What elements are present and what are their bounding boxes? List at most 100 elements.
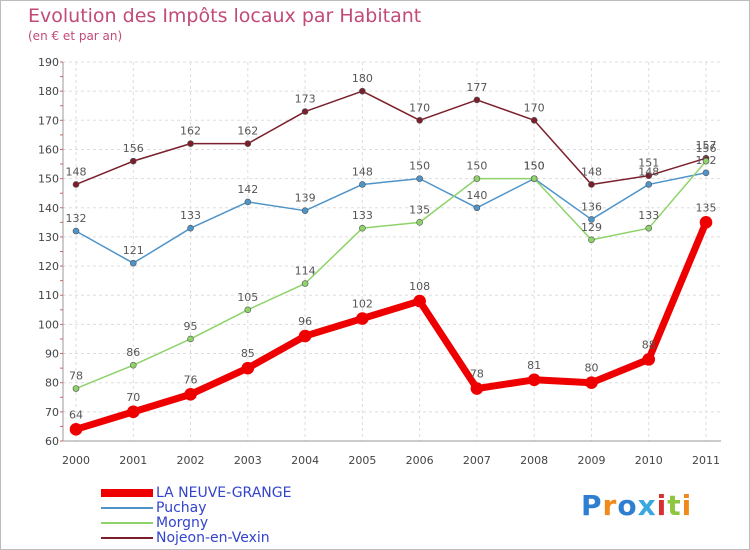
data-point (645, 172, 653, 179)
data-label: 114 (295, 265, 316, 278)
data-point (588, 181, 595, 188)
data-label: 148 (581, 165, 602, 178)
data-label: 139 (295, 192, 316, 205)
legend-item-la-neuve-grange[interactable]: LA NEUVE-GRANGE (101, 485, 361, 501)
data-label: 177 (466, 81, 487, 94)
logo-letter: P (581, 489, 603, 522)
data-point (413, 294, 426, 308)
data-label: 162 (237, 125, 258, 138)
data-label: 78 (69, 370, 83, 383)
data-point (129, 361, 137, 369)
x-tick-label: 2002 (177, 454, 205, 467)
data-point (187, 224, 194, 232)
legend-label: Nojeon-en-Vexin (156, 530, 270, 546)
data-label: 70 (126, 391, 140, 404)
data-point (129, 259, 137, 267)
x-tick-label: 2011 (692, 454, 720, 467)
data-label: 76 (184, 373, 198, 386)
data-point (473, 96, 481, 104)
data-point (359, 224, 366, 232)
data-point (129, 157, 137, 165)
data-point (359, 87, 366, 95)
data-label: 140 (466, 189, 487, 202)
data-point (301, 207, 309, 214)
y-tick-label: 60 (45, 435, 59, 448)
y-tick-label: 120 (38, 260, 59, 273)
data-point (699, 216, 713, 229)
data-label: 162 (180, 125, 201, 138)
data-point (702, 169, 710, 177)
legend-label: Puchay (156, 500, 207, 516)
y-tick-label: 90 (45, 348, 59, 361)
x-tick-label: 2009 (577, 454, 605, 467)
data-label: 156 (123, 142, 144, 155)
y-tick-label: 130 (38, 231, 59, 244)
data-label: 170 (409, 101, 430, 114)
legend-item-nojeon-en-vexin[interactable]: Nojeon-en-Vexin (101, 530, 361, 546)
data-label: 157 (696, 139, 717, 152)
legend-swatch (101, 507, 153, 509)
y-tick-label: 140 (38, 202, 59, 215)
x-tick-label: 2000 (62, 454, 90, 467)
chart-subtitle: (en € et par an) (28, 29, 123, 43)
line-chart: 60 70 80 90 100 110 120 130 140 150 160 170 180 190 20… (38, 56, 721, 467)
x-tick-label: 2008 (520, 454, 548, 467)
data-label: 132 (66, 212, 87, 225)
data-point (72, 385, 80, 392)
plot-area (63, 62, 721, 441)
x-tick-label: 2006 (406, 454, 434, 467)
data-point (702, 157, 710, 165)
logo-letter: t (667, 489, 682, 522)
y-tick-label: 80 (45, 377, 59, 390)
data-point (298, 329, 312, 343)
x-tick-label: 2007 (463, 454, 491, 467)
data-label: 173 (295, 93, 316, 106)
x-tick-label: 2003 (234, 454, 262, 467)
data-label: 108 (409, 280, 430, 293)
logo-letter: i (681, 489, 693, 522)
y-tick-label: 170 (38, 114, 59, 127)
data-point (530, 117, 538, 124)
data-label: 148 (352, 165, 373, 178)
y-tick-label: 150 (38, 173, 59, 186)
x-tick-label: 2005 (348, 454, 376, 467)
y-tick-label: 190 (38, 56, 59, 69)
data-label: 142 (237, 183, 258, 196)
legend-item-morgny[interactable]: Morgny (101, 515, 361, 531)
data-point (473, 204, 481, 212)
series-line-nojeon-en-vexin (75, 90, 707, 186)
series-line-la-neuve-grange (74, 220, 710, 433)
data-point (72, 227, 80, 235)
data-point (244, 140, 252, 147)
data-point (126, 405, 140, 419)
series-line-puchay (75, 172, 707, 264)
data-label: 81 (527, 359, 541, 372)
logo-letter: o (617, 489, 638, 522)
data-label: 64 (69, 408, 83, 421)
data-point (69, 423, 83, 436)
legend-item-puchay[interactable]: Puchay (101, 500, 361, 516)
data-label: 133 (638, 209, 659, 222)
data-point (72, 181, 80, 188)
data-label: 78 (470, 368, 484, 381)
data-point (301, 280, 309, 287)
data-point (359, 181, 366, 188)
data-point (241, 361, 255, 375)
x-tick-label: 2010 (635, 454, 663, 467)
data-label: 150 (466, 160, 487, 173)
data-label: 133 (352, 209, 373, 222)
data-point (416, 175, 423, 182)
x-tick-label: 2004 (291, 454, 319, 467)
data-label: 88 (642, 338, 656, 351)
y-tick-label: 70 (45, 406, 59, 419)
data-point (527, 373, 541, 387)
data-point (473, 175, 481, 182)
data-label: 151 (638, 157, 659, 170)
data-point (184, 388, 197, 401)
data-label: 148 (638, 165, 659, 178)
data-label: 150 (524, 160, 545, 173)
y-tick-label: 180 (38, 85, 59, 98)
chart-title: Evolution des Impôts locaux par Habitant (28, 5, 422, 27)
legend-swatch (101, 522, 153, 524)
